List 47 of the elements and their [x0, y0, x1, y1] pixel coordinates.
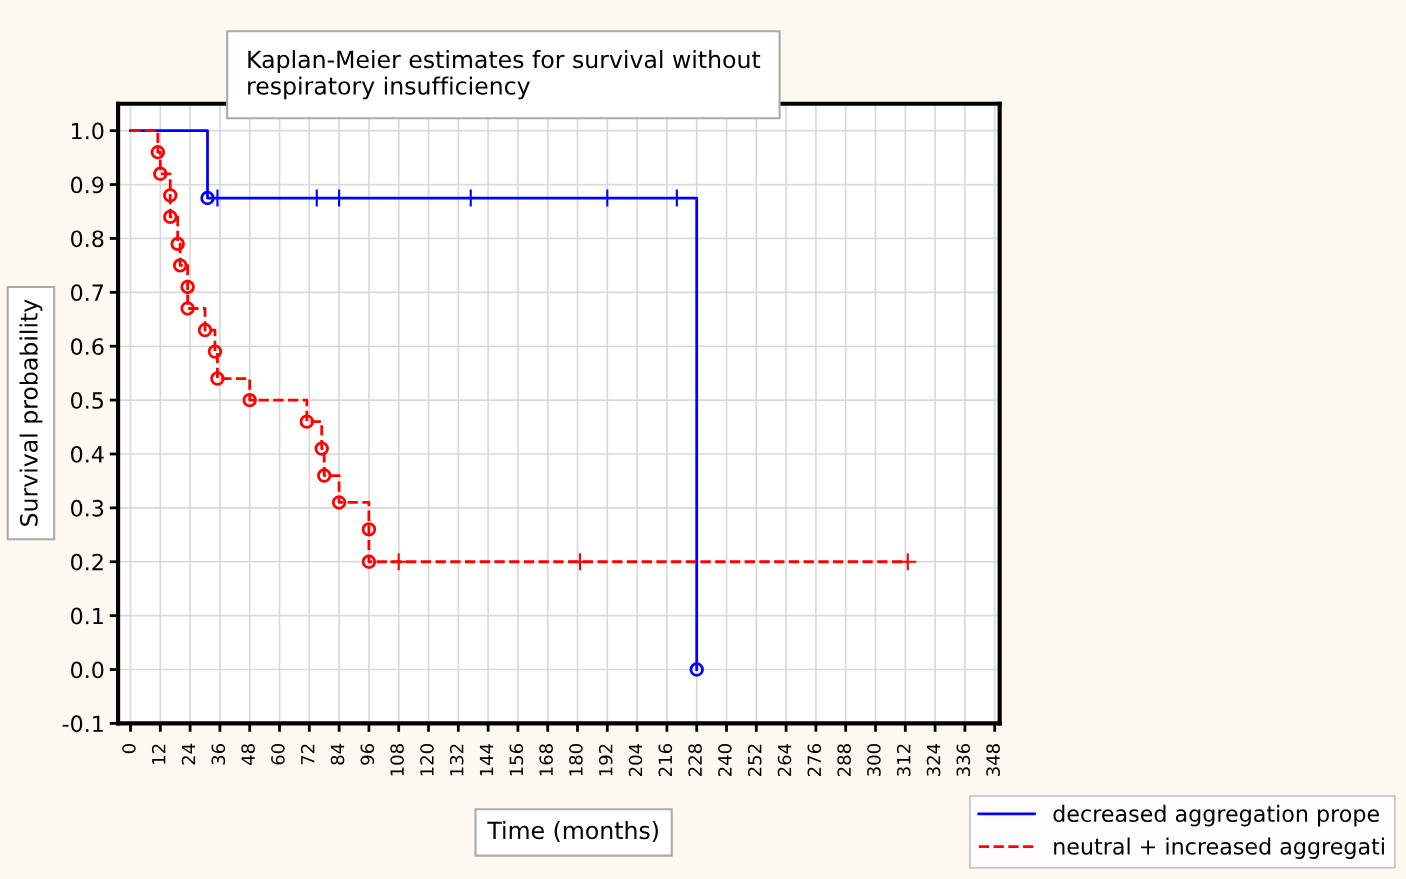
- x-tick-label: 0: [122, 744, 136, 754]
- x-tick-label: 144: [479, 743, 494, 776]
- x-tick-label: 132: [449, 744, 464, 776]
- x-tick-label: 348: [986, 744, 1000, 776]
- y-tick-label: -0.1: [62, 715, 103, 733]
- y-tick-label: 1.0: [72, 122, 104, 140]
- x-tick-label: 240: [718, 744, 732, 776]
- x-tick-label: 24: [181, 743, 196, 765]
- x-tick-label: 168: [539, 744, 553, 776]
- x-tick-label: 276: [807, 744, 822, 776]
- x-tick-label: 156: [509, 744, 524, 776]
- x-tick-label: 204: [628, 743, 643, 776]
- y-tick-label: 0.6: [71, 338, 104, 355]
- x-tick-label: 36: [211, 744, 226, 765]
- x-tick-label: 300: [867, 744, 881, 776]
- x-tick-label: 336: [956, 744, 971, 776]
- x-tick-label: 84: [330, 743, 345, 765]
- chart-title: Kaplan-Meier estimates for survival without respiratory insufficiency: [248, 50, 761, 100]
- x-tick-label: 264: [777, 743, 792, 776]
- x-tick-label: 48: [241, 744, 255, 765]
- y-tick-label: 0.8: [71, 230, 104, 248]
- x-tick-label: 228: [688, 744, 702, 776]
- x-tick-label: 108: [390, 744, 404, 776]
- x-tick-label: 60: [271, 744, 285, 765]
- x-tick-label: 12: [151, 744, 166, 764]
- x-tick-label: 120: [420, 744, 434, 776]
- x-axis-title: Time (months): [487, 820, 658, 843]
- y-tick-label: 0.3: [71, 499, 104, 517]
- x-tick-label: 324: [926, 743, 941, 776]
- x-tick-label: 288: [837, 744, 851, 776]
- y-tick-label: 0.9: [71, 176, 104, 194]
- y-tick-label: 0.4: [71, 445, 104, 463]
- x-tick-label: 216: [658, 744, 673, 776]
- x-tick-label: 252: [747, 744, 762, 776]
- legend-label: decreased aggregation prope: [1053, 804, 1379, 827]
- y-tick-label: 0.0: [71, 661, 104, 679]
- y-tick-label: 0.2: [71, 553, 103, 571]
- y-tick-label: 0.1: [71, 607, 103, 625]
- x-tick-label: 72: [300, 744, 315, 765]
- x-tick-label: 192: [598, 744, 613, 776]
- x-tick-label: 180: [569, 744, 583, 776]
- y-axis-title: Survival probability: [19, 299, 43, 526]
- y-tick-label: 0.7: [71, 284, 104, 302]
- x-tick-label: 96: [360, 744, 375, 765]
- y-tick-label: 0.5: [71, 392, 103, 409]
- legend-label: neutral + increased aggregati: [1054, 837, 1384, 859]
- x-tick-label: 312: [896, 744, 911, 776]
